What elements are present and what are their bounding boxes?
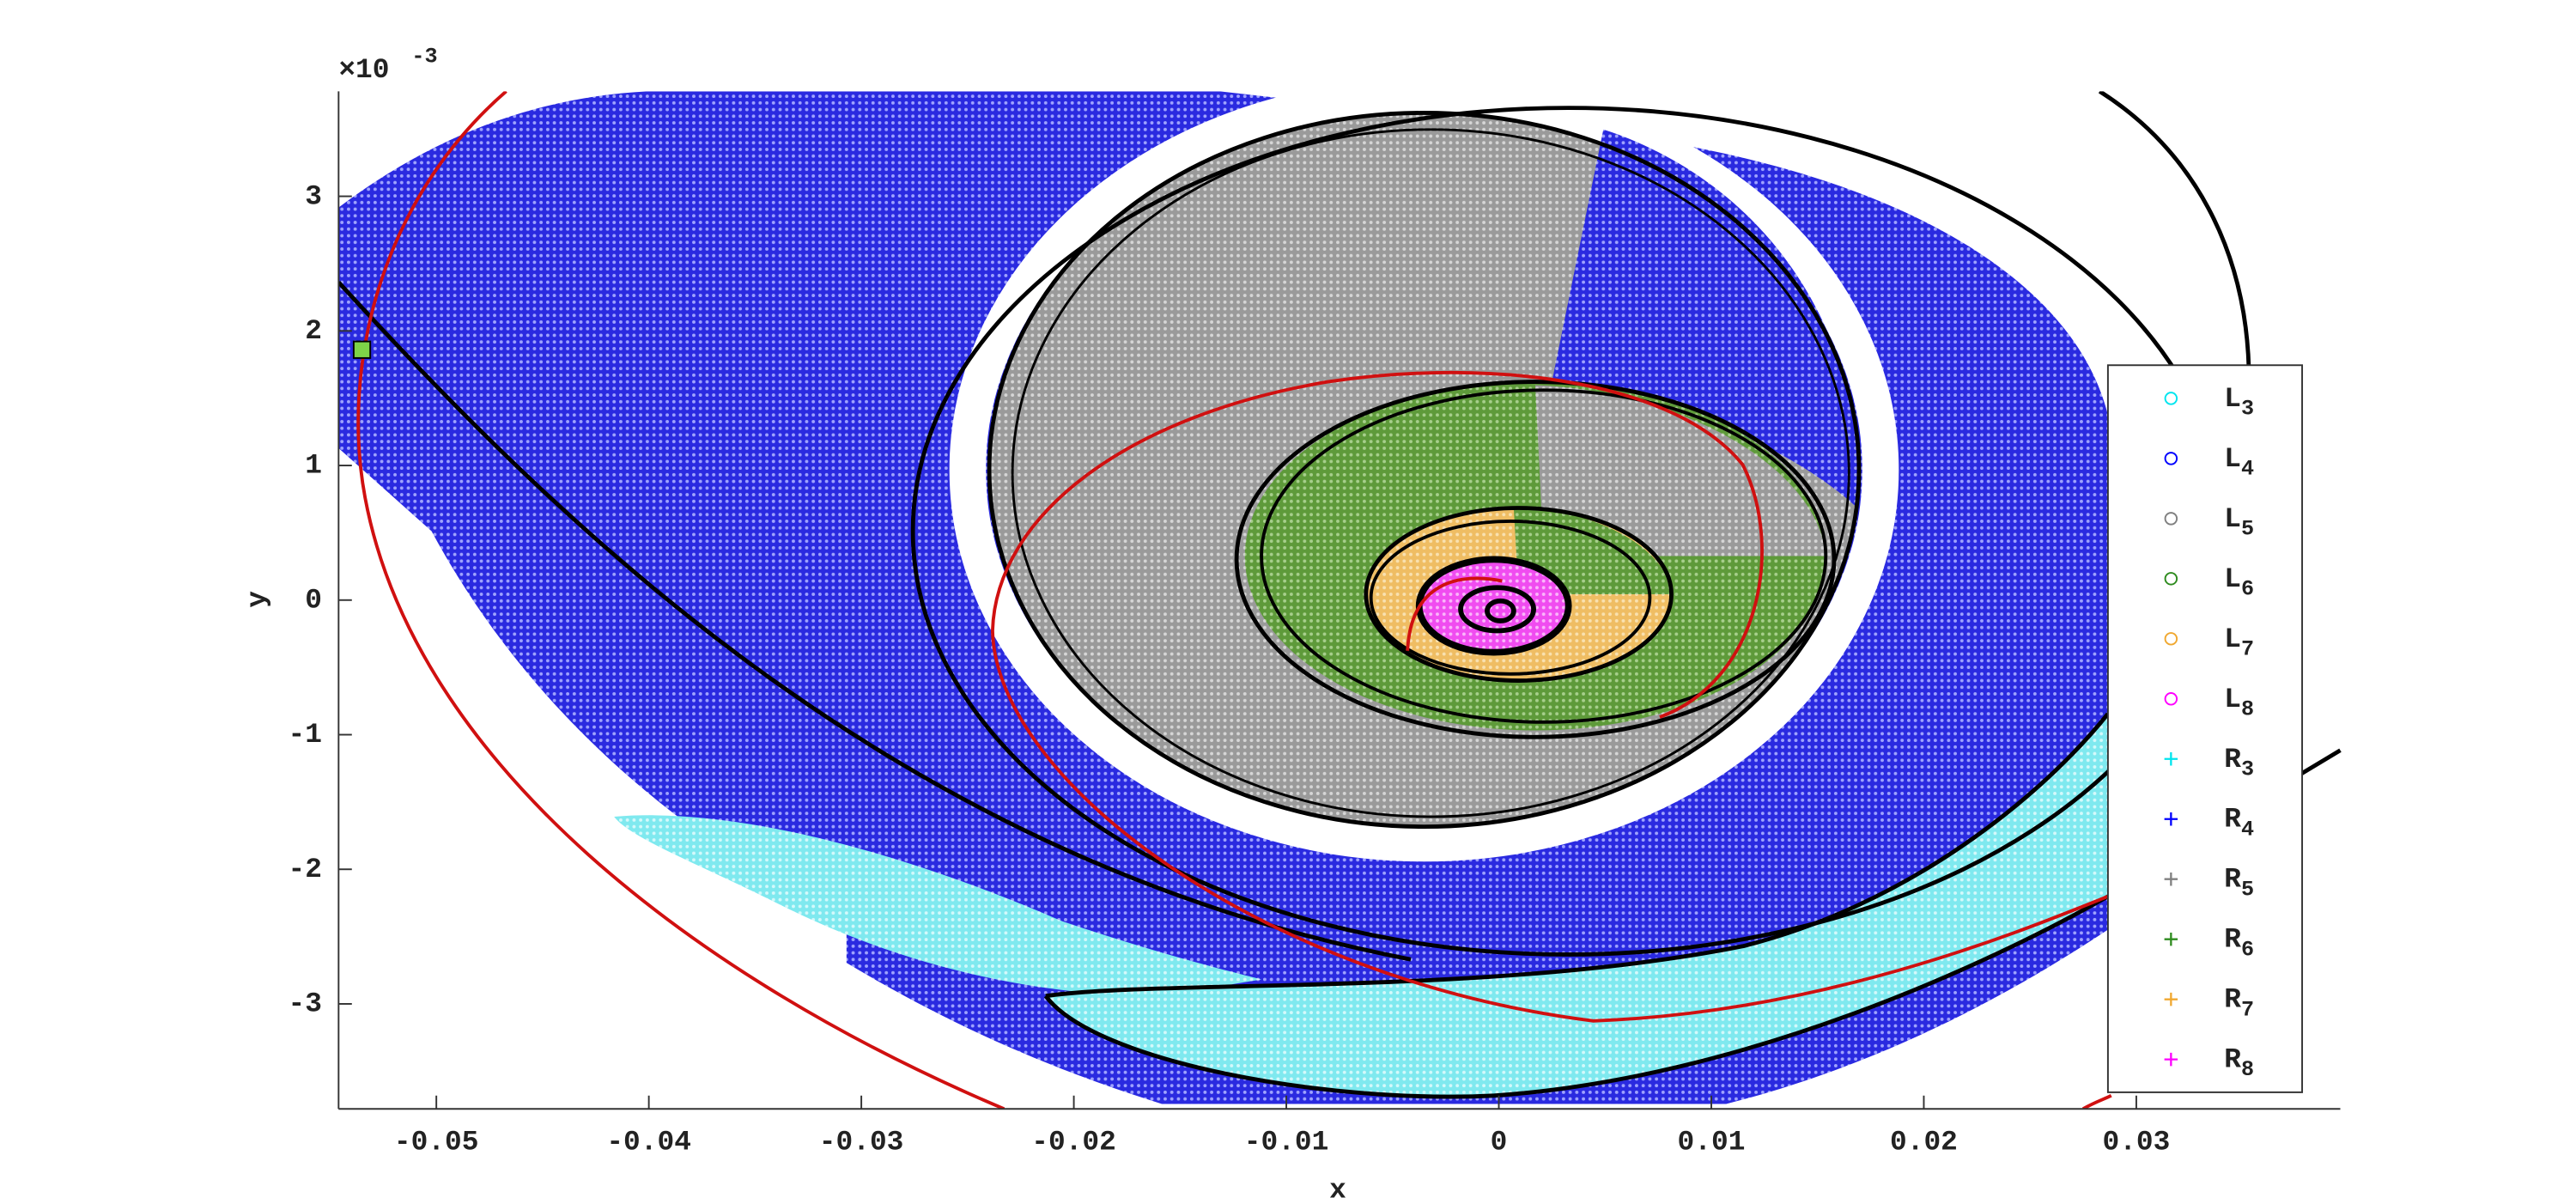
magenta-region	[1419, 559, 1569, 653]
legend-label: R6	[2224, 923, 2254, 962]
orbits	[338, 91, 2251, 1099]
green-wedge	[1513, 508, 1672, 595]
legend-marker	[2164, 752, 2178, 766]
legend-marker	[2164, 572, 2178, 586]
legend-label: L6	[2224, 563, 2254, 602]
x-tick-label: -0.03	[819, 1127, 904, 1158]
legend-label: L3	[2224, 383, 2254, 422]
x-axis-label: x	[1329, 1175, 1346, 1204]
orbit	[1458, 585, 1536, 634]
legend-label: R5	[2224, 863, 2254, 902]
x-tick-label: -0.01	[1244, 1127, 1329, 1158]
y-tick-label: 2	[305, 315, 322, 347]
blue-wedge	[1552, 129, 1859, 507]
legend-label: L8	[2224, 683, 2254, 721]
y-tick-label: -3	[289, 988, 322, 1020]
legend-label: L5	[2224, 503, 2254, 542]
legend-label: L7	[2224, 623, 2254, 662]
legend-marker	[2164, 452, 2178, 465]
legend-marker	[2164, 392, 2178, 405]
orbit	[1045, 712, 2110, 999]
legend-marker	[2164, 512, 2178, 526]
y-tick-label: 1	[305, 450, 322, 482]
orbit	[1485, 598, 1516, 623]
cyan-region	[614, 815, 1262, 996]
legend-label: R4	[2224, 803, 2254, 842]
orbit	[338, 280, 1412, 962]
legend-marker	[2164, 872, 2178, 886]
orbit	[1011, 128, 1850, 818]
legend-marker	[2164, 692, 2178, 706]
red-orbits	[356, 91, 2112, 1110]
y-scale-exponent: -3	[411, 44, 437, 69]
legend-label: R3	[2224, 743, 2254, 781]
x-tick-label: -0.02	[1031, 1127, 1116, 1158]
orbit	[2098, 91, 2251, 382]
x-tick-label: -0.04	[606, 1127, 691, 1158]
orbit	[1234, 380, 1837, 739]
regions	[338, 91, 2251, 1110]
legend-label: R8	[2224, 1043, 2254, 1082]
legend-label: L4	[2224, 443, 2254, 482]
x-tick-label: 0.01	[1678, 1127, 1746, 1158]
orbit	[1260, 388, 1828, 724]
x-tick-label: 0.03	[2102, 1127, 2170, 1158]
legend-marker	[2164, 1052, 2178, 1067]
x-tick-label: -0.05	[394, 1127, 479, 1158]
red-orbit	[990, 370, 2109, 1023]
red-orbit	[356, 91, 1005, 1110]
cyan-band	[1045, 714, 2108, 1097]
gap-ring	[949, 91, 1899, 862]
legend-marker	[2164, 932, 2178, 946]
orbit	[1364, 506, 1674, 683]
y-scale-base: ×10	[338, 54, 389, 86]
y-tick-label: 0	[305, 584, 322, 616]
orbit	[1043, 894, 2110, 1099]
y-tick-label: -2	[289, 854, 322, 885]
legend-box	[2106, 364, 2304, 1093]
gray-wedge	[1535, 385, 1826, 556]
y-axis-label: y	[241, 591, 273, 608]
y-tick-label: 3	[305, 180, 322, 212]
x-tick-label: 0.02	[1890, 1127, 1958, 1158]
red-orbit	[2081, 1094, 2112, 1110]
legend-marker	[2164, 992, 2178, 1006]
highlight-point	[352, 340, 372, 359]
x-tick-label: 0	[1491, 1127, 1508, 1158]
legend-label: R7	[2224, 983, 2254, 1022]
y-tick-label: -1	[289, 719, 322, 751]
orbit	[1369, 520, 1652, 676]
legend-marker	[2164, 632, 2178, 646]
red-orbit	[1406, 576, 1503, 651]
legend-marker	[2164, 812, 2178, 826]
orbit	[987, 111, 1862, 830]
